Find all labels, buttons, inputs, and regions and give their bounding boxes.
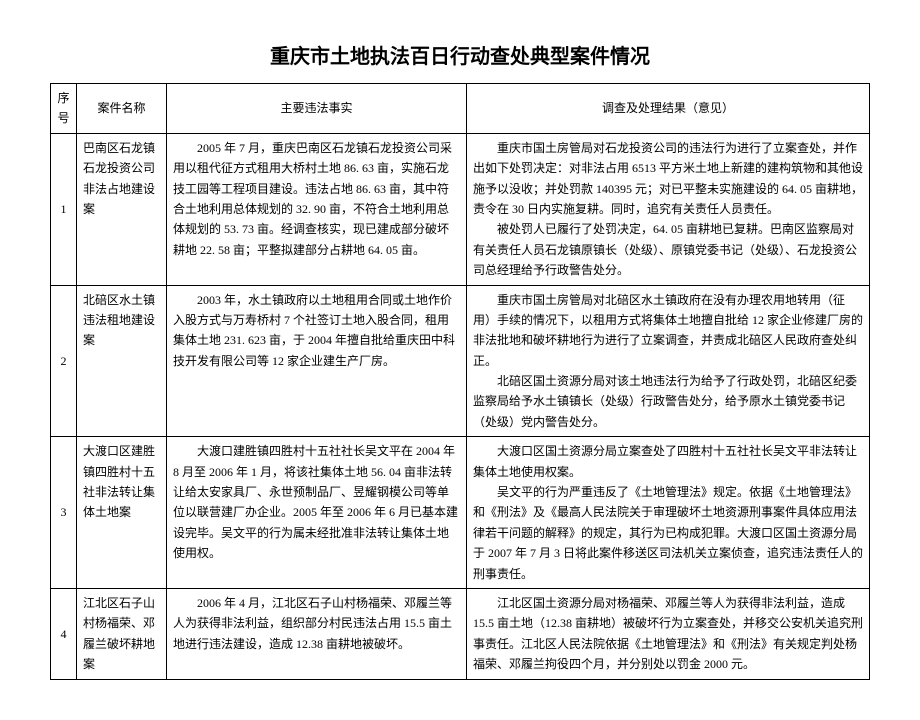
cell-num: 2 (51, 285, 77, 437)
cell-name: 巴南区石龙镇石龙投资公司非法占地建设案 (77, 133, 167, 285)
table-row: 2 北碚区水土镇违法租地建设案 2003 年，水土镇政府以土地租用合同或土地作价… (51, 285, 870, 437)
cell-result: 大渡口区国土资源分局立案查处了四胜村十五社社长吴文平非法转让集体土地使用权案。 … (467, 437, 870, 589)
result-paragraph: 被处罚人已履行了处罚决定，64. 05 亩耕地已复耕。巴南区监察局对有关责任人员… (473, 219, 863, 280)
page-title: 重庆市土地执法百日行动查处典型案件情况 (50, 40, 870, 69)
cell-num: 4 (51, 588, 77, 679)
cell-fact: 2005 年 7 月，重庆巴南区石龙镇石龙投资公司采用以租代征方式租用大桥村土地… (167, 133, 467, 285)
cell-num: 3 (51, 437, 77, 589)
result-paragraph: 北碚区国土资源分局对该土地违法行为给予了行政处罚，北碚区纪委监察局给予水土镇镇长… (473, 371, 863, 432)
col-header-fact: 主要违法事实 (167, 84, 467, 134)
cell-result: 重庆市国土房管局对石龙投资公司的违法行为进行了立案查处，并作出如下处罚决定：对非… (467, 133, 870, 285)
cell-result: 重庆市国土房管局对北碚区水土镇政府在没有办理农用地转用（征用）手续的情况下，以租… (467, 285, 870, 437)
cell-name: 北碚区水土镇违法租地建设案 (77, 285, 167, 437)
cell-name: 大渡口区建胜镇四胜村十五社非法转让集体土地案 (77, 437, 167, 589)
cell-result: 江北区国土资源分局对杨福荣、邓履兰等人为获得非法利益，造成 15.5 亩土地（1… (467, 588, 870, 679)
cell-fact: 大渡口建胜镇四胜村十五社社长吴文平在 2004 年 8 月至 2006 年 1 … (167, 437, 467, 589)
fact-paragraph: 2006 年 4 月，江北区石子山村杨福荣、邓履兰等人为获得非法利益，组织部分村… (173, 593, 460, 654)
table-row: 4 江北区石子山村杨福荣、邓履兰破坏耕地案 2006 年 4 月，江北区石子山村… (51, 588, 870, 679)
fact-paragraph: 2005 年 7 月，重庆巴南区石龙镇石龙投资公司采用以租代征方式租用大桥村土地… (173, 138, 460, 260)
col-header-num: 序号 (51, 84, 77, 134)
cell-fact: 2006 年 4 月，江北区石子山村杨福荣、邓履兰等人为获得非法利益，组织部分村… (167, 588, 467, 679)
case-table: 序号 案件名称 主要违法事实 调查及处理结果（意见） 1 巴南区石龙镇石龙投资公… (50, 83, 870, 680)
table-row: 1 巴南区石龙镇石龙投资公司非法占地建设案 2005 年 7 月，重庆巴南区石龙… (51, 133, 870, 285)
result-paragraph: 江北区国土资源分局对杨福荣、邓履兰等人为获得非法利益，造成 15.5 亩土地（1… (473, 593, 863, 675)
cell-fact: 2003 年，水土镇政府以土地租用合同或土地作价入股方式与万寿桥村 7 个社签订… (167, 285, 467, 437)
cell-num: 1 (51, 133, 77, 285)
fact-paragraph: 2003 年，水土镇政府以土地租用合同或土地作价入股方式与万寿桥村 7 个社签订… (173, 290, 460, 372)
col-header-result: 调查及处理结果（意见） (467, 84, 870, 134)
fact-paragraph: 大渡口建胜镇四胜村十五社社长吴文平在 2004 年 8 月至 2006 年 1 … (173, 441, 460, 563)
result-paragraph: 重庆市国土房管局对北碚区水土镇政府在没有办理农用地转用（征用）手续的情况下，以租… (473, 290, 863, 372)
result-paragraph: 大渡口区国土资源分局立案查处了四胜村十五社社长吴文平非法转让集体土地使用权案。 (473, 441, 863, 482)
result-paragraph: 重庆市国土房管局对石龙投资公司的违法行为进行了立案查处，并作出如下处罚决定：对非… (473, 138, 863, 220)
table-header-row: 序号 案件名称 主要违法事实 调查及处理结果（意见） (51, 84, 870, 134)
col-header-name: 案件名称 (77, 84, 167, 134)
table-row: 3 大渡口区建胜镇四胜村十五社非法转让集体土地案 大渡口建胜镇四胜村十五社社长吴… (51, 437, 870, 589)
cell-name: 江北区石子山村杨福荣、邓履兰破坏耕地案 (77, 588, 167, 679)
result-paragraph: 吴文平的行为严重违反了《土地管理法》规定。依据《土地管理法》和《刑法》及《最高人… (473, 482, 863, 584)
